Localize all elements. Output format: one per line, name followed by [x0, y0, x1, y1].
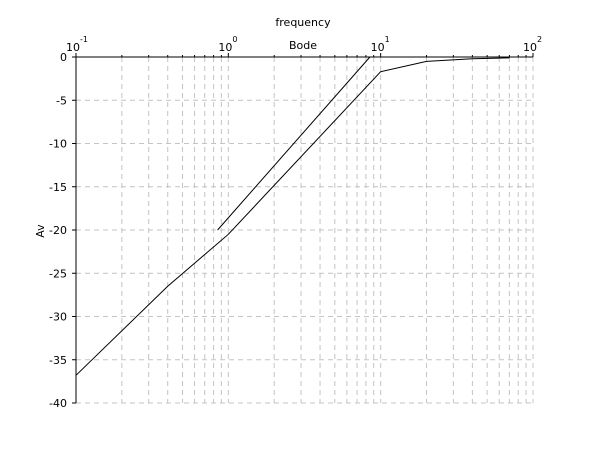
chart-title: Bode [289, 39, 317, 52]
x-tick-exponent: 1 [385, 35, 390, 44]
series-line-2 [217, 56, 371, 231]
x-tick-label: 10 [371, 41, 385, 54]
x-axis-label: frequency [275, 16, 331, 29]
y-tick-label: -10 [49, 138, 67, 151]
y-tick-label: -25 [49, 267, 67, 280]
y-tick-label: -30 [49, 311, 67, 324]
x-tick-label: 10 [218, 41, 232, 54]
y-axis-label: Av [34, 224, 47, 238]
y-tick-label: -15 [49, 181, 67, 194]
x-tick-exponent: 0 [232, 35, 237, 44]
grid-layer [76, 57, 534, 404]
y-tick-label: -35 [49, 354, 67, 367]
series-line-1 [75, 57, 510, 376]
y-tick-label: -20 [49, 224, 67, 237]
x-tick-label: 10 [523, 41, 537, 54]
y-tick-label: -40 [49, 397, 67, 410]
x-tick-exponent: -1 [80, 35, 88, 44]
y-tick-label: -5 [56, 94, 67, 107]
x-tick-label: 10 [66, 41, 80, 54]
series-layer [75, 56, 510, 376]
y-tick-label: 0 [60, 51, 67, 64]
x-tick-exponent: 2 [537, 35, 542, 44]
